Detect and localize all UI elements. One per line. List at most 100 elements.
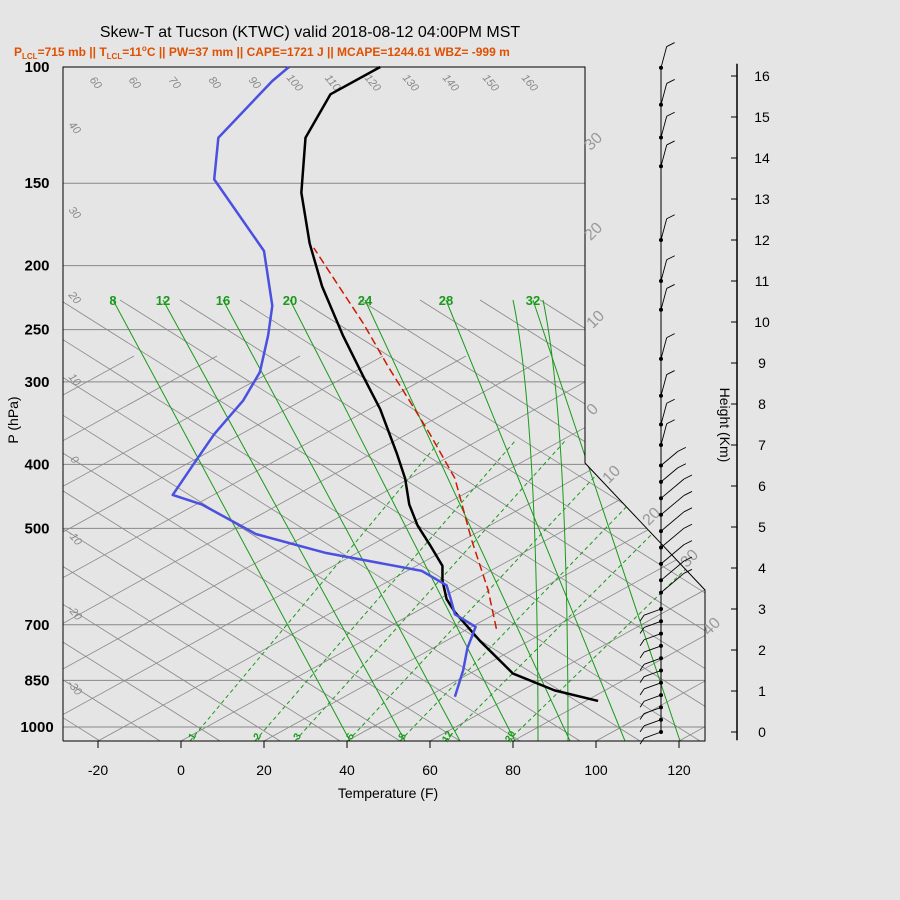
pressure-label: 400 bbox=[24, 456, 49, 473]
pressure-label: 1000 bbox=[20, 719, 53, 736]
wind-barb bbox=[660, 451, 679, 466]
moist-adiabat-line bbox=[222, 299, 461, 741]
height-tick-label: 2 bbox=[758, 642, 766, 658]
height-tick-label: 12 bbox=[754, 232, 770, 248]
mixing-ratio-bottom-label: 20 bbox=[503, 729, 518, 745]
wind-barb bbox=[660, 218, 668, 241]
wind-barb bbox=[660, 259, 668, 282]
moist-adiabat-line bbox=[532, 299, 681, 741]
isotherm-line bbox=[63, 355, 301, 741]
wind-barb-flag bbox=[677, 446, 687, 452]
mixing-ratio-line bbox=[189, 440, 441, 741]
wind-barb bbox=[660, 560, 685, 581]
pressure-label: 700 bbox=[24, 617, 49, 634]
wind-barb bbox=[660, 544, 685, 565]
wind-barb-flag bbox=[683, 540, 693, 546]
wind-barb bbox=[660, 83, 668, 105]
subtitle-plcl-val: =715 mb || T bbox=[38, 45, 108, 59]
dry-adiabat-line bbox=[63, 299, 281, 741]
isotherm-line bbox=[63, 355, 467, 741]
moist-adiabat-line bbox=[445, 299, 626, 741]
pressure-label: 850 bbox=[24, 672, 49, 689]
wind-barb bbox=[643, 620, 662, 628]
wind-barb-flag bbox=[639, 639, 645, 647]
dry-adiabat-line bbox=[419, 299, 705, 741]
wind-barb-flag bbox=[683, 556, 693, 562]
wind-barb-flag bbox=[666, 284, 675, 289]
chart-title: Skew-T at Tucson (KTWC) valid 2018-08-12… bbox=[100, 24, 521, 41]
pressure-label: 250 bbox=[24, 322, 49, 339]
mixing-ratio-top-label: 12 bbox=[156, 293, 170, 308]
x-tick-label: 0 bbox=[177, 762, 185, 778]
pressure-label: 150 bbox=[24, 175, 49, 192]
wind-barb-flag bbox=[683, 523, 693, 529]
x-tick-label: 80 bbox=[505, 762, 521, 778]
mixing-ratio-bottom-label: 1 bbox=[187, 731, 200, 742]
x-tick-label: 120 bbox=[667, 762, 691, 778]
wind-barb-flag bbox=[639, 725, 645, 733]
height-tick-label: 14 bbox=[754, 150, 770, 166]
wind-barb-flag bbox=[639, 737, 645, 745]
x-tick-label: 20 bbox=[256, 762, 272, 778]
wind-barb-flag bbox=[639, 688, 645, 696]
wind-barb bbox=[660, 467, 679, 483]
dry-adiabat-line bbox=[63, 299, 221, 741]
temperature-line bbox=[300, 65, 599, 703]
mixing-ratio-bottom-label: 8 bbox=[397, 731, 410, 742]
wind-barb-flag bbox=[639, 651, 645, 659]
height-tick-label: 9 bbox=[758, 355, 766, 371]
isotherm-line bbox=[429, 355, 705, 741]
mixing-ratio-bottom-label: 12 bbox=[440, 729, 455, 745]
dry-adiabat-line bbox=[63, 299, 705, 741]
wind-barb-flag bbox=[666, 42, 675, 47]
wind-barb-flag bbox=[683, 507, 693, 513]
x-tick-label: 100 bbox=[584, 762, 608, 778]
height-tick-label: 11 bbox=[755, 273, 770, 289]
height-tick-label: 5 bbox=[758, 519, 766, 535]
plot-border bbox=[62, 66, 706, 742]
wind-barb bbox=[660, 511, 685, 532]
subtitle-deg: o bbox=[142, 44, 147, 53]
wind-barb bbox=[643, 670, 662, 678]
wind-barb bbox=[660, 337, 668, 360]
wind-barb-flag bbox=[683, 568, 693, 574]
dry-adiabat-line bbox=[119, 299, 705, 741]
wind-barb-flag bbox=[666, 140, 675, 146]
x-tick-label: 60 bbox=[422, 762, 438, 778]
subtitle-plcl-sub: LCL bbox=[22, 52, 38, 61]
pressure-label: 300 bbox=[24, 374, 49, 391]
wind-barb-flag bbox=[639, 627, 645, 634]
height-tick-label: 7 bbox=[758, 437, 766, 453]
dry-adiabat-line bbox=[63, 299, 461, 741]
y-axis-label: P (hPa) bbox=[5, 396, 21, 443]
wind-barb bbox=[643, 731, 662, 739]
subtitle-tlcl-val: =11 bbox=[122, 45, 142, 59]
height-tick-label: 6 bbox=[758, 478, 766, 494]
dry-adiabat-line bbox=[63, 299, 341, 741]
height-axis-label: Height (Km) bbox=[717, 388, 733, 463]
wind-barb-flag bbox=[666, 111, 675, 117]
wind-barb-flag bbox=[639, 676, 645, 683]
wind-barb-flag bbox=[639, 664, 645, 671]
height-tick-label: 4 bbox=[758, 560, 766, 576]
dry-adiabat-line bbox=[63, 299, 521, 741]
moist-adiabat-line bbox=[289, 299, 516, 741]
wind-barb-flag bbox=[677, 463, 687, 469]
dry-adiabat-line bbox=[239, 299, 705, 741]
subtitle-rest: C || PW=37 mm || CAPE=1721 J || MCAPE=12… bbox=[147, 45, 510, 59]
wind-barb-flag bbox=[639, 713, 645, 720]
wind-barb bbox=[660, 288, 668, 310]
wind-barb bbox=[643, 645, 662, 653]
mixing-ratio-top-label: 16 bbox=[216, 293, 230, 308]
pressure-label: 500 bbox=[24, 520, 49, 537]
height-tick-label: 10 bbox=[754, 314, 770, 330]
mixing-ratio-line bbox=[294, 440, 566, 741]
wind-barb bbox=[643, 706, 662, 714]
wind-barb bbox=[643, 694, 662, 702]
x-tick-label: 40 bbox=[339, 762, 355, 778]
wind-barb bbox=[643, 608, 662, 616]
height-tick-label: 15 bbox=[754, 109, 770, 125]
wind-barb bbox=[660, 374, 668, 396]
dry-adiabat-line bbox=[63, 299, 641, 741]
